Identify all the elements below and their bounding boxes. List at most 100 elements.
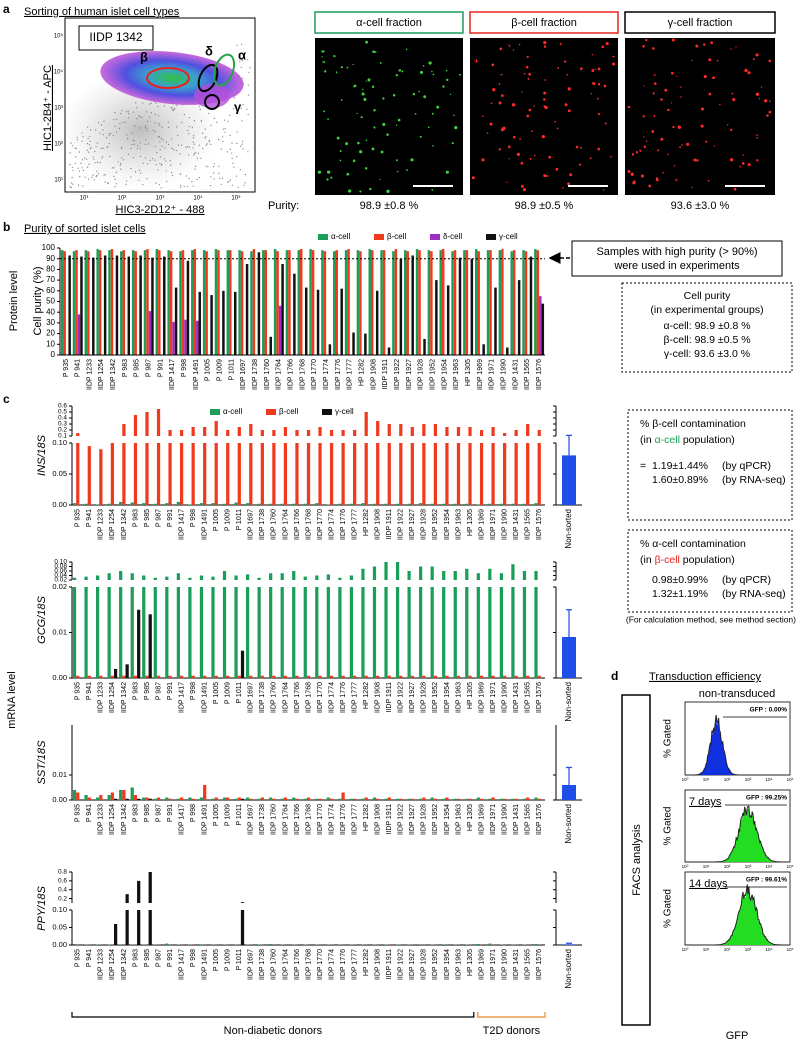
bar [482,344,485,355]
flow-event [196,178,198,180]
bar [441,249,445,355]
cell-signal [660,98,663,101]
legend-swatch [486,234,496,240]
cell-signal [518,43,521,46]
cell-signal [597,147,601,151]
cell-signal [657,149,660,152]
cell-signal [526,114,530,118]
x-tick-label: IIDP 1927 [409,949,416,980]
bar [394,249,398,355]
cell-signal [418,90,420,93]
bar [304,287,308,355]
x-tick-label: Non-sorted [564,682,573,722]
flow-event [103,120,105,122]
flow-event [204,137,206,139]
bar [60,250,64,355]
cell-signal [766,114,769,117]
flow-event [107,182,109,184]
bar [184,319,187,355]
flow-event [116,118,118,120]
sample-label: 14 days [689,878,728,890]
bar [113,924,118,945]
bar [399,424,403,505]
x-tick-label: P 1009 [225,509,232,531]
flow-event [69,152,71,154]
x-tick-label: IIDP 1908 [375,949,382,980]
flow-event [200,119,202,121]
y-axis-label: GCG/18S [36,595,48,643]
x-tick-label: IIDP 1911 [386,804,393,835]
bar [503,433,507,505]
bar [130,787,134,800]
x-tick-label: IIDP 1233 [98,509,105,540]
flow-event [74,147,76,149]
flow-event [246,108,248,110]
bar [120,251,123,355]
flow-event [136,148,138,150]
x-tick-label: 10¹ [703,947,710,952]
cell-signal [371,85,375,88]
flow-event [132,139,134,141]
flow-event [188,154,190,156]
y-tick-label: 0.6 [58,403,67,410]
bar [338,577,342,678]
stain-label: SST [319,69,338,80]
flow-event [152,158,154,160]
bar [356,250,360,355]
x-tick-label: IIDP 1774 [328,509,335,540]
flow-event [103,174,105,176]
bar [340,288,343,355]
purity-value: 93.6 ±3.0 % [671,200,730,212]
bar [130,502,134,505]
bar [257,503,261,505]
flow-event [183,114,185,116]
y-axis-label: PPY/18S [36,886,48,931]
x-tick-label: P 983 [132,804,139,822]
bar [260,675,264,678]
flow-event [171,107,173,109]
flow-event [138,115,140,117]
bar [295,798,299,800]
flow-event [202,147,204,150]
x-tick-label: IIDP 1768 [305,804,312,835]
bar [476,573,480,678]
cell-signal [432,145,434,147]
flow-event [156,152,158,154]
cell-signal [454,126,458,130]
bar [353,798,357,800]
flow-event [233,166,235,168]
bar [419,566,423,678]
y-tick-label: 0.1 [58,433,67,440]
bar [474,249,478,355]
cell-signal [760,86,763,88]
legend-label: α-cell [331,232,351,241]
bar [297,250,301,355]
flow-event [180,184,182,186]
flow-event [231,142,233,144]
flow-event [141,116,143,118]
contamination-population: (in β-cell population) [640,554,735,566]
bar [537,798,541,800]
x-tick-label: P 1005 [213,682,220,704]
flow-event [174,108,176,110]
cell-signal [670,102,673,104]
panel-letter: d [611,669,618,683]
y-axis-label: SST/18S [36,740,48,785]
bar [211,798,215,800]
contamination-box [627,409,793,521]
gate [212,53,236,87]
x-tick-label: IIDP 1565 [525,949,532,980]
bar [107,795,111,800]
bar [456,427,461,505]
cell-signal [410,158,414,162]
contamination-value: 1.19±1.44% [652,460,708,472]
x-tick-label: IIDP 1764 [282,949,289,980]
x-tick-label: IIDP 1911 [386,682,393,713]
flow-event [95,176,97,178]
cell-signal [453,114,455,117]
gate [204,94,220,110]
purity-value: 98.9 ±0.5 % [515,200,574,212]
bar [110,792,114,800]
fraction-title-box [624,11,776,34]
flow-event [137,145,139,147]
